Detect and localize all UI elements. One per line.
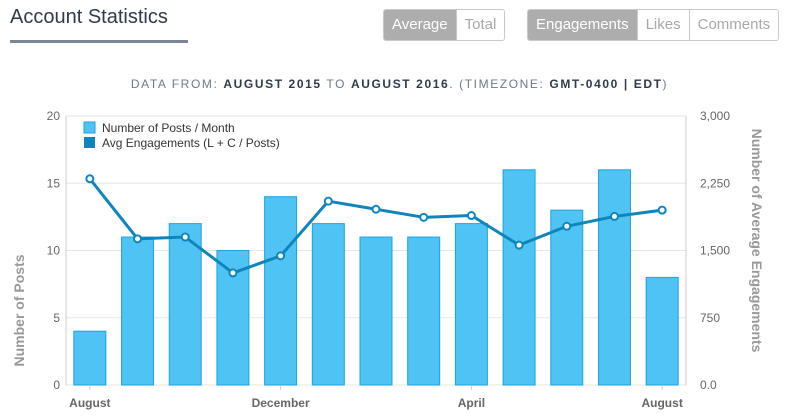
- y-tick-label: 5: [53, 311, 60, 325]
- legend-swatch-engagements: [84, 137, 95, 148]
- y-tick-label: 20: [47, 109, 61, 123]
- y2-tick-label: 3,000: [700, 109, 730, 123]
- line-point: [133, 234, 143, 244]
- bar: [502, 169, 536, 386]
- line-point: [180, 232, 190, 242]
- bar: [645, 276, 679, 386]
- likes-button[interactable]: Likes: [636, 10, 689, 40]
- bar: [550, 209, 584, 386]
- bar: [168, 223, 202, 386]
- bar: [359, 236, 393, 386]
- line-point: [419, 212, 429, 222]
- subtitle-timezone: GMT-0400 | EDT: [549, 77, 663, 91]
- y2-tick-label: 2,250: [700, 176, 730, 190]
- x-tick-label: August: [69, 396, 110, 410]
- line-point: [323, 196, 333, 206]
- y-tick-label: 15: [47, 176, 61, 190]
- x-tick-label: December: [252, 396, 310, 410]
- line-point: [514, 240, 524, 250]
- engagements-button[interactable]: Engagements: [528, 10, 637, 40]
- bar: [121, 236, 155, 386]
- y2-axis-title: Number of Average Engagements: [749, 129, 765, 353]
- line-point: [562, 221, 572, 231]
- line-point: [371, 204, 381, 214]
- subtitle-start: AUGUST 2015: [223, 77, 322, 91]
- y2-tick-label: 1,500: [700, 244, 730, 258]
- subtitle-tz-suffix: ): [662, 77, 669, 91]
- y-tick-label: 10: [47, 244, 61, 258]
- legend-label-engagements: Avg Engagements (L + C / Posts): [102, 136, 280, 150]
- line-point: [228, 268, 238, 278]
- subtitle-tz-prefix: . (TIMEZONE:: [449, 77, 545, 91]
- date-range-subtitle: DATA FROM: AUGUST 2015 TO AUGUST 2016. (…: [0, 77, 799, 91]
- y2-tick-label: 0.0: [700, 378, 717, 392]
- legend-label-posts: Number of Posts / Month: [102, 121, 235, 135]
- subtitle-middle: TO: [326, 77, 347, 91]
- bar: [311, 223, 345, 386]
- subtitle-end: AUGUST 2016: [350, 77, 450, 91]
- bar: [454, 223, 488, 386]
- average-button[interactable]: Average: [384, 10, 456, 40]
- x-tick-label: April: [458, 396, 485, 410]
- legend-swatch-posts: [83, 121, 96, 134]
- metric-toggle: Engagements Likes Comments: [527, 9, 780, 41]
- total-button[interactable]: Total: [455, 10, 505, 40]
- line-point: [85, 174, 95, 184]
- line-point: [657, 205, 667, 215]
- comments-button[interactable]: Comments: [688, 10, 779, 40]
- bar: [597, 169, 631, 386]
- line-point: [276, 251, 286, 261]
- subtitle-prefix: DATA FROM:: [130, 77, 219, 91]
- mode-toggle: Average Total: [383, 9, 506, 41]
- line-point: [466, 211, 476, 221]
- x-tick-label: August: [641, 396, 682, 410]
- page-title: Account Statistics: [10, 6, 168, 28]
- y-tick-label: 0: [53, 378, 60, 392]
- y2-tick-label: 750: [700, 311, 720, 325]
- line-point: [609, 211, 619, 221]
- bar: [73, 330, 107, 386]
- bar: [407, 236, 441, 386]
- title-underline: [10, 40, 188, 43]
- y-axis-title: Number of Posts: [11, 254, 27, 366]
- bar: [264, 196, 298, 386]
